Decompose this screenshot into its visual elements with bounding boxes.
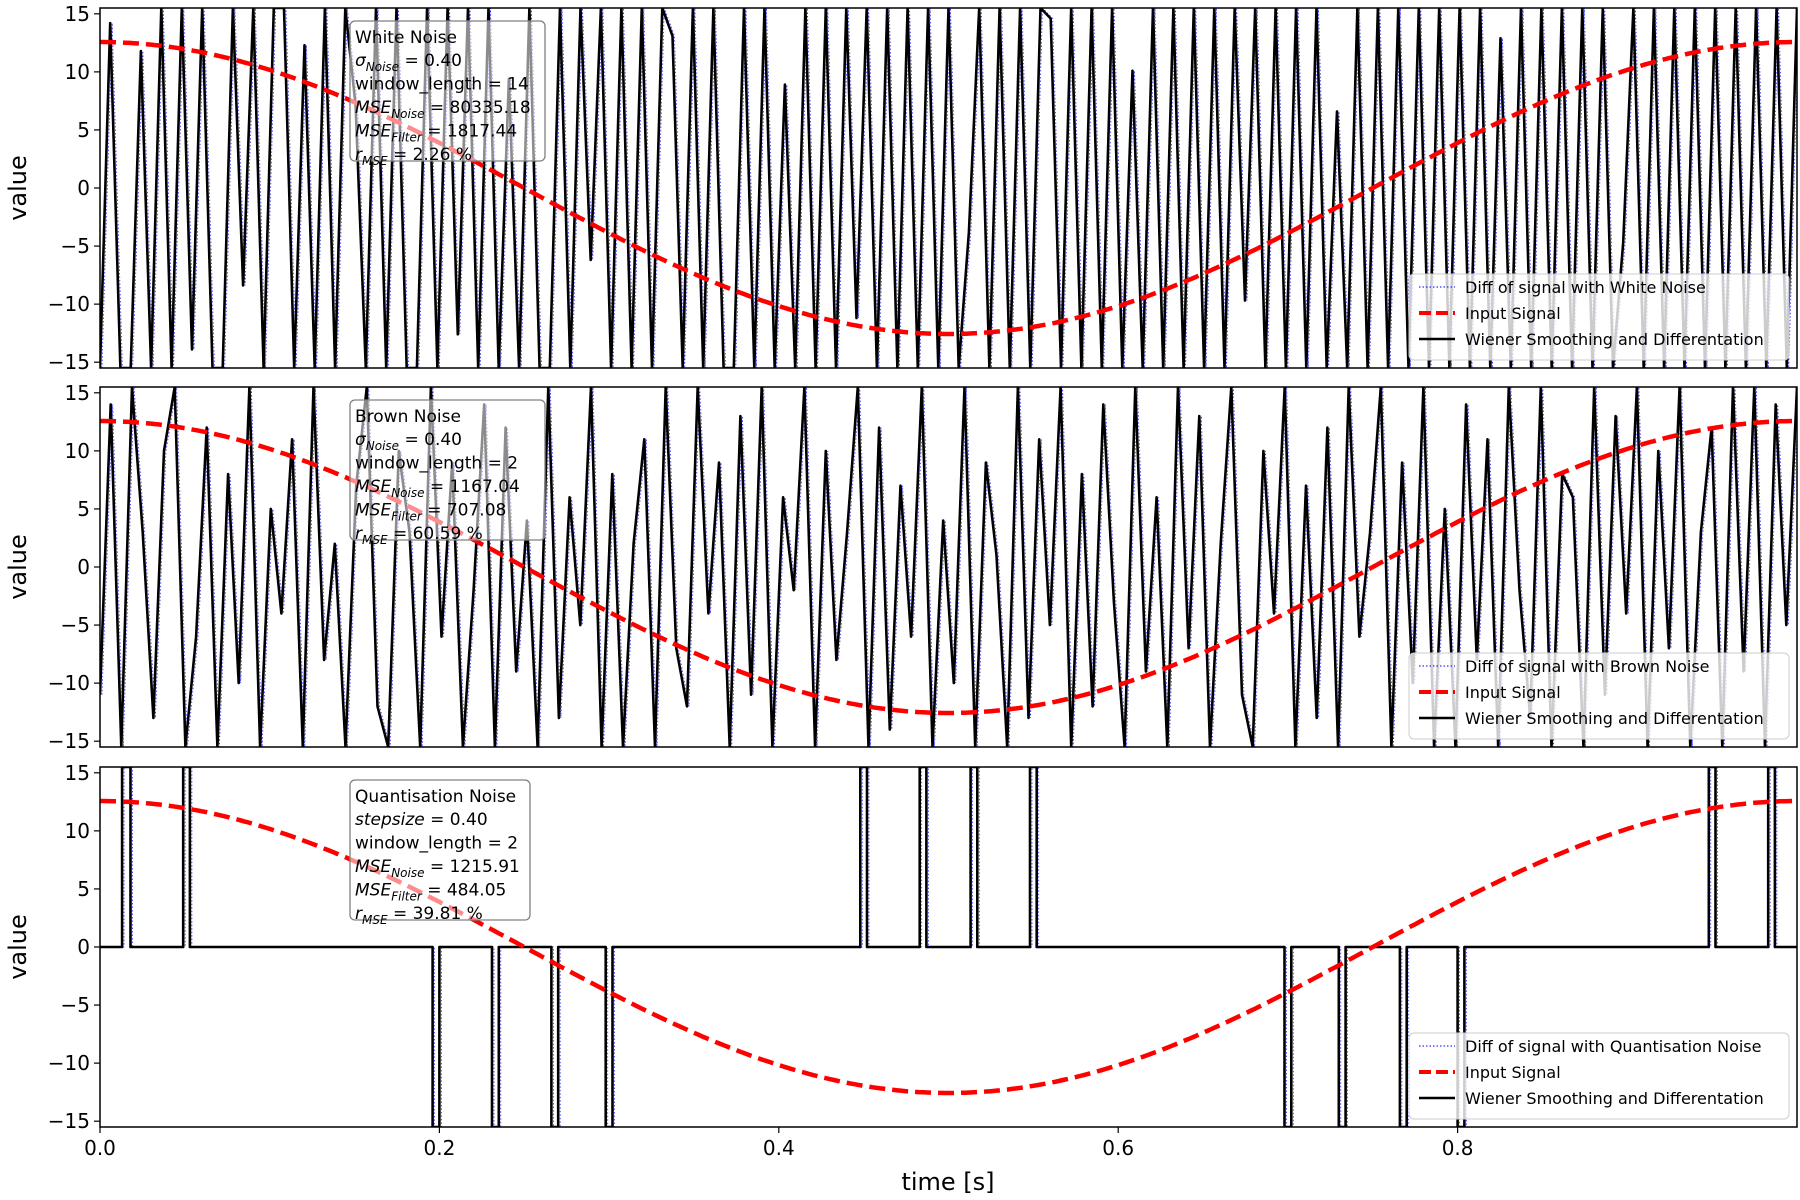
info-box-line: MSENoise = 80335.18	[355, 98, 531, 121]
legend-label: Input Signal	[1465, 1063, 1561, 1082]
legend-label: Wiener Smoothing and Differentation	[1465, 709, 1764, 728]
info-box-line: rMSE = 39.81 %	[355, 904, 483, 927]
subplot-3: −15 −10 −5 0 5 10 15 value Quantisation Noise ste…	[4, 761, 1798, 1133]
info-box-line: σNoise = 0.40	[355, 51, 462, 74]
wiener-output-line	[100, 767, 1797, 1127]
info-box-line: MSEFilter = 484.05	[355, 881, 506, 904]
x-tick-label: 0.4	[763, 1136, 795, 1160]
axes-frame	[99, 7, 1798, 369]
y-axis-label: value	[4, 914, 32, 980]
y-tick-label: 10	[65, 819, 90, 843]
info-box: Quantisation Noise stepsize = 0.40 window_…	[349, 779, 531, 927]
y-tick-label: 15	[65, 761, 90, 785]
y-tick-label: 15	[65, 381, 90, 405]
x-tick-label: 0.2	[423, 1136, 455, 1160]
info-box-line: MSENoise = 1167.04	[355, 477, 520, 500]
legend-label: Wiener Smoothing and Differentation	[1465, 1089, 1764, 1108]
info-box-title: Quantisation Noise	[355, 787, 516, 807]
x-axis: 0.0 0.2 0.4 0.6 0.8	[84, 1127, 1474, 1160]
y-tick-label: 0	[77, 935, 90, 959]
info-box-line: window_length = 14	[355, 75, 529, 95]
y-tick-label: 0	[77, 555, 90, 579]
axes-frame	[99, 766, 1798, 1128]
legend-label: Input Signal	[1465, 304, 1561, 323]
y-tick-label: 5	[77, 497, 90, 521]
legend-label: Diff of signal with Brown Noise	[1465, 657, 1710, 676]
subplot-2: −15 −10 −5 0 5 10 15 value Brown Noise σNoise = 0…	[4, 381, 1798, 753]
x-tick-label: 0.8	[1442, 1136, 1474, 1160]
legend: Diff of signal with White Noise Input Sig…	[1408, 273, 1790, 361]
legend-label: Input Signal	[1465, 683, 1561, 702]
wiener-output-line	[100, 387, 1797, 747]
y-tick-label: 10	[65, 60, 90, 84]
y-tick-label: −15	[48, 1109, 90, 1133]
info-box-title: White Noise	[355, 28, 457, 48]
y-tick-label: −15	[48, 729, 90, 753]
y-tick-label: 0	[77, 176, 90, 200]
legend-label: Diff of signal with White Noise	[1465, 278, 1706, 297]
input-signal-line	[100, 39, 1797, 337]
info-box-line: MSENoise = 1215.91	[355, 857, 520, 880]
y-tick-label: −5	[61, 234, 90, 258]
legend-label: Diff of signal with Quantisation Noise	[1465, 1037, 1761, 1056]
info-box-line: rMSE = 2.26 %	[355, 145, 472, 168]
info-box-title: Brown Noise	[355, 407, 461, 427]
x-axis-label: time [s]	[901, 1168, 994, 1196]
y-tick-label: −5	[61, 993, 90, 1017]
info-box-line: rMSE = 60.59 %	[355, 524, 483, 547]
info-box-line: window_length = 2	[355, 834, 518, 854]
legend-label: Wiener Smoothing and Differentation	[1465, 330, 1764, 349]
info-box-line: MSEFilter = 1817.44	[355, 122, 517, 145]
input-signal-line	[100, 418, 1797, 716]
axes-frame	[99, 386, 1798, 748]
x-tick-label: 0.0	[84, 1136, 116, 1160]
noise-diff-line	[101, 387, 1797, 747]
subplot-1: −15 −10 −5 0 5 10 15 value White Noise σNoise = 0…	[4, 2, 1798, 374]
wiener-output-line	[100, 8, 1797, 368]
y-tick-label: 10	[65, 439, 90, 463]
y-tick-label: 5	[77, 877, 90, 901]
legend: Diff of signal with Brown Noise Input Sig…	[1408, 652, 1790, 740]
y-tick-label: −5	[61, 613, 90, 637]
y-tick-label: −10	[48, 1051, 90, 1075]
y-axis-label: value	[4, 155, 32, 221]
info-box-line: σNoise = 0.40	[355, 430, 462, 453]
legend: Diff of signal with Quantisation Noise In…	[1408, 1032, 1790, 1120]
y-axis-label: value	[4, 534, 32, 600]
noise-diff-line	[101, 8, 1797, 368]
info-box-line: stepsize = 0.40	[355, 810, 488, 830]
y-tick-label: −10	[48, 671, 90, 695]
y-tick-label: −10	[48, 292, 90, 316]
y-tick-label: −15	[48, 350, 90, 374]
x-tick-label: 0.6	[1102, 1136, 1134, 1160]
y-tick-label: 15	[65, 2, 90, 26]
info-box-line: MSEFilter = 707.08	[355, 501, 506, 524]
y-tick-label: 5	[77, 118, 90, 142]
input-signal-line	[100, 798, 1797, 1096]
info-box-line: window_length = 2	[355, 454, 518, 474]
